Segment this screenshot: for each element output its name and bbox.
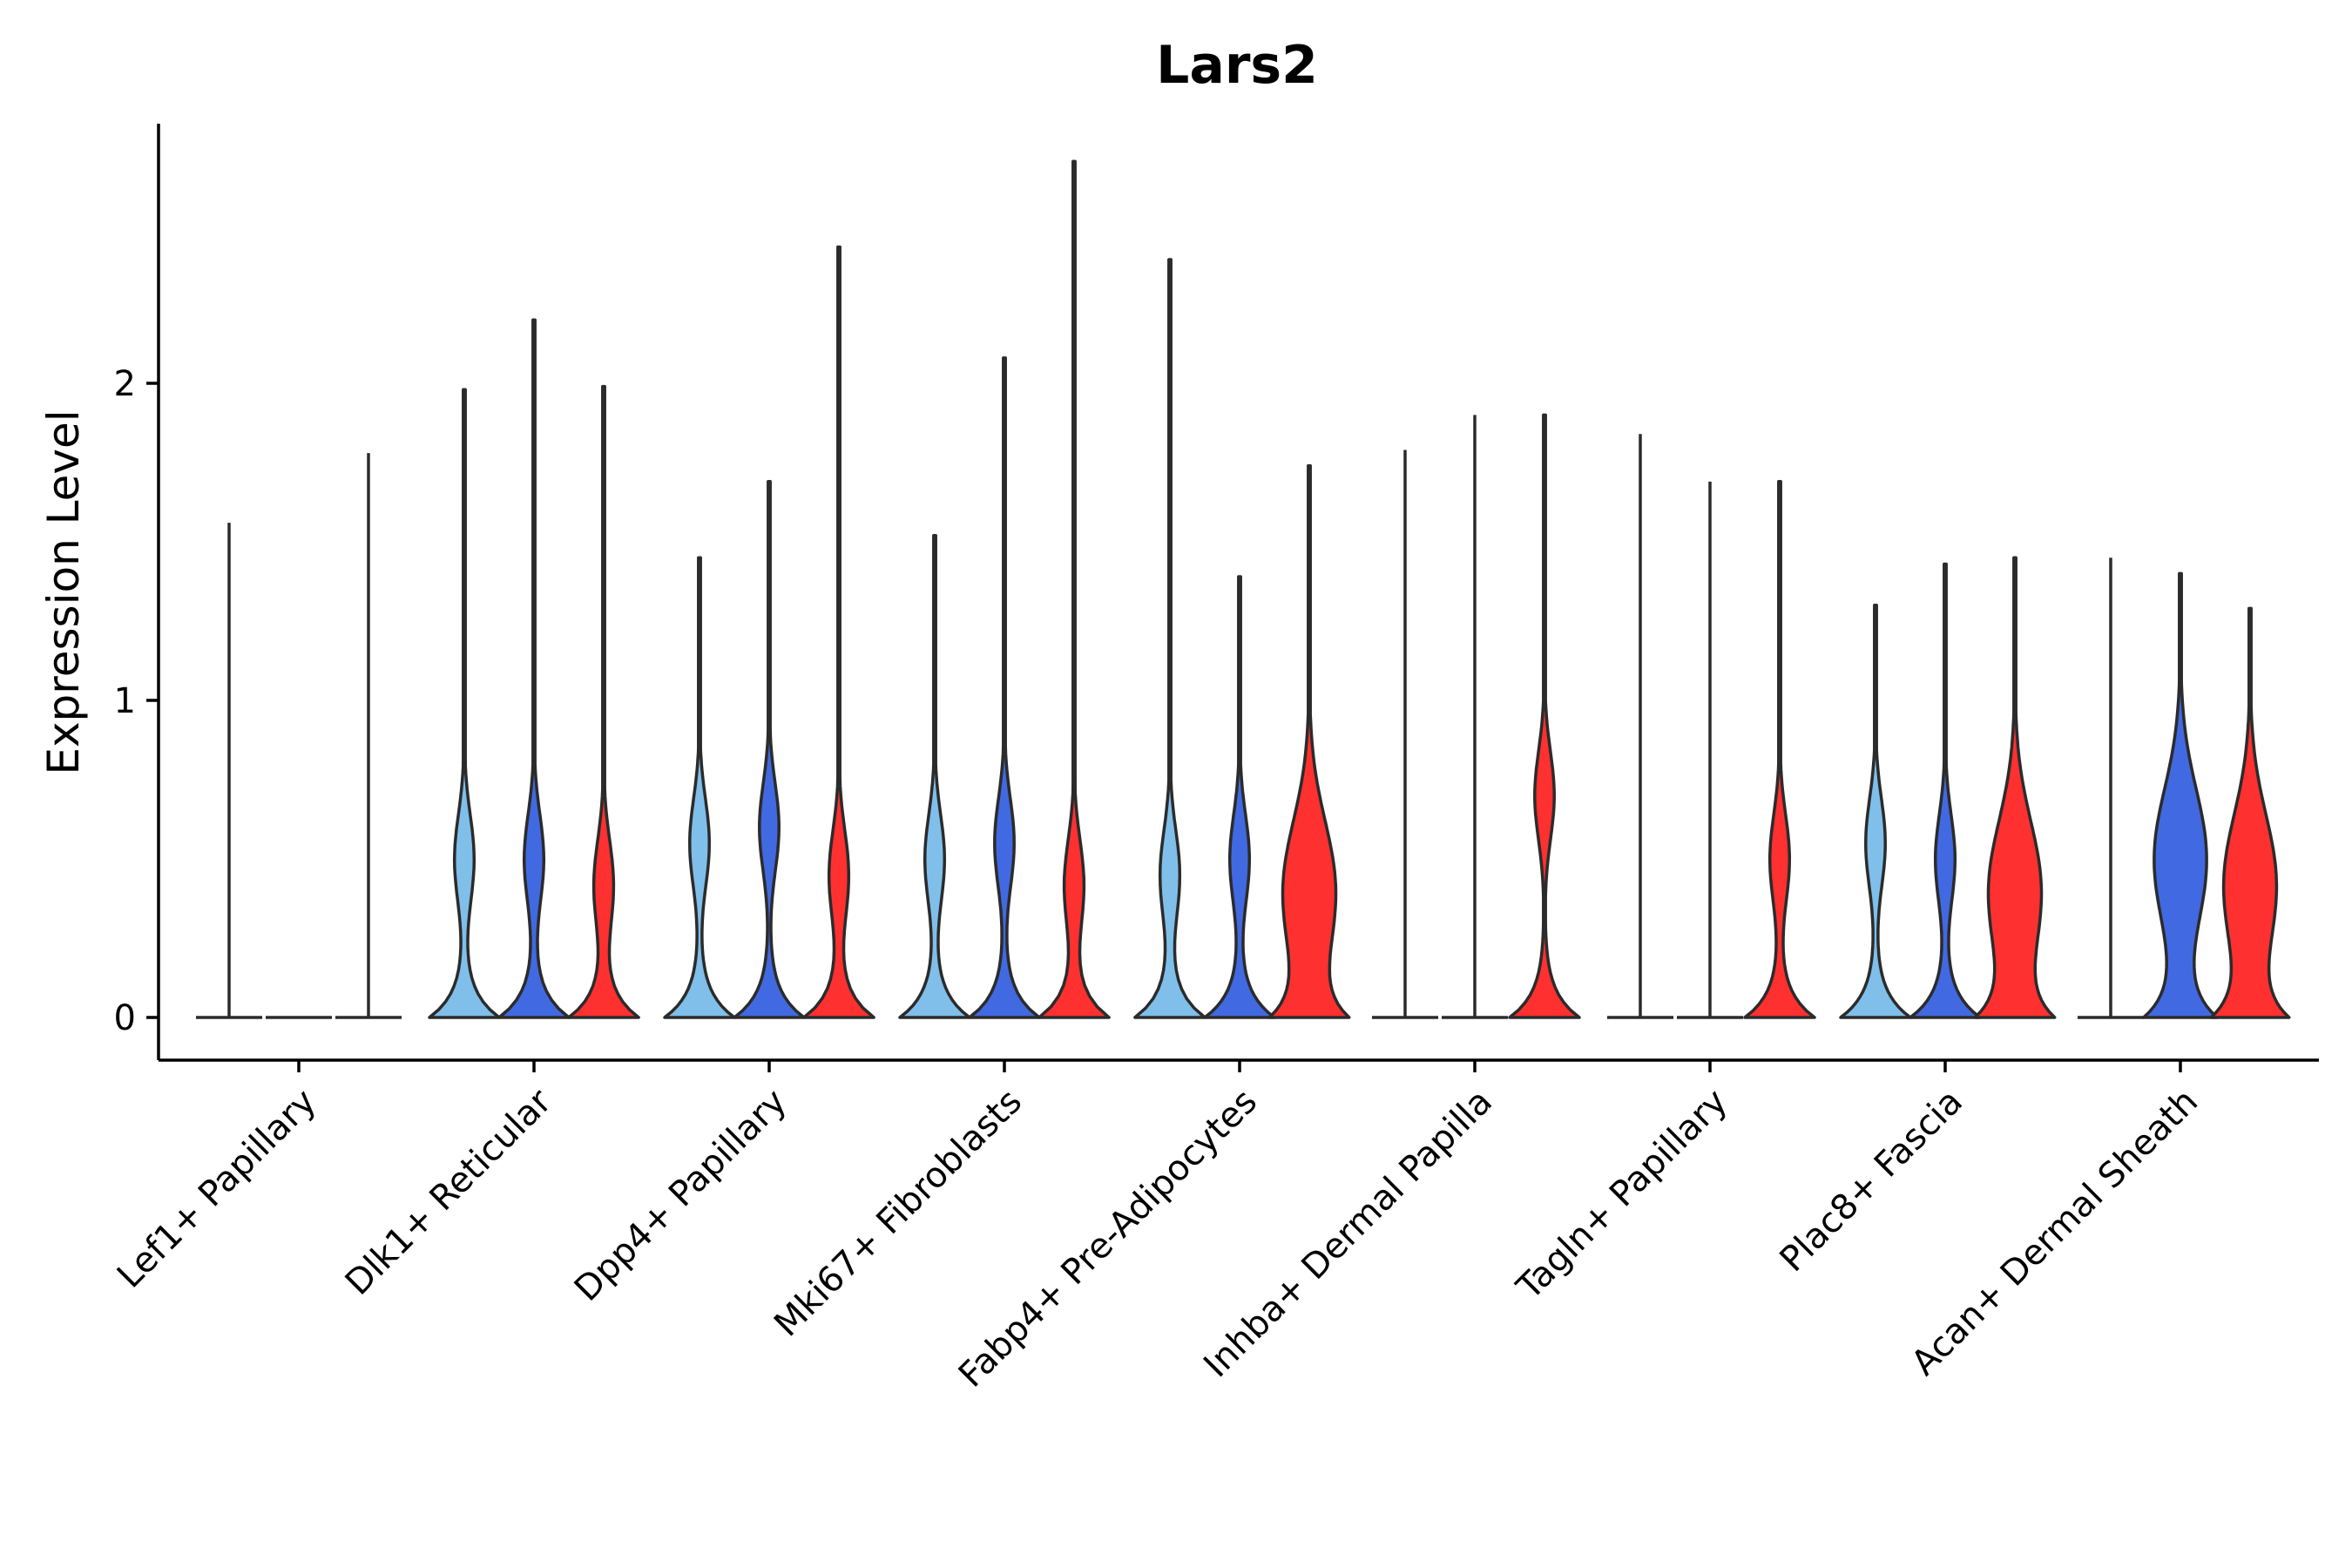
x-axis: Lef1+ Papillary Dlk1+ Reticular Dpp4+ Papi… — [110, 1058, 2319, 1396]
violin — [898, 533, 971, 1019]
violin — [1203, 575, 1276, 1019]
x-tick-label: Plac8+ Fascia — [1773, 1082, 1971, 1281]
violin — [567, 384, 640, 1019]
y-tick-label: 2 — [114, 364, 136, 404]
violin — [968, 356, 1041, 1019]
violin — [1037, 159, 1111, 1019]
violin-group — [663, 245, 875, 1019]
violin — [1973, 556, 2057, 1019]
violin-group — [1839, 556, 2057, 1019]
violin-group — [2078, 558, 2291, 1019]
violin-group — [898, 159, 1111, 1019]
violin — [1133, 258, 1206, 1019]
violin — [733, 480, 806, 1019]
violin-group — [428, 318, 640, 1019]
y-tick-label: 1 — [114, 681, 136, 721]
violin — [2141, 571, 2220, 1019]
violin — [428, 388, 501, 1019]
x-tick-label: Tagln+ Papillary — [1509, 1082, 1735, 1308]
violin — [1839, 604, 1912, 1019]
violin — [1267, 463, 1351, 1019]
violin — [1743, 480, 1816, 1019]
violin-group — [196, 453, 402, 1019]
violin — [1508, 413, 1581, 1019]
x-tick-label: Mki67+ Fibroblasts — [767, 1082, 1030, 1345]
violin — [497, 318, 571, 1019]
violin-group — [1133, 258, 1351, 1019]
violin-group — [1607, 434, 1816, 1019]
x-tick-label: Dpp4+ Papillary — [567, 1082, 794, 1309]
y-tick-label: 0 — [114, 998, 136, 1038]
plot-area — [196, 159, 2291, 1019]
y-axis: 0 1 2 — [114, 124, 160, 1060]
violin — [663, 556, 736, 1019]
violin — [2209, 606, 2291, 1019]
violin-group — [1372, 413, 1581, 1019]
violin — [1909, 562, 1982, 1019]
x-tick-label: Dlk1+ Reticular — [338, 1081, 560, 1303]
violin — [802, 245, 875, 1019]
chart-title: Lars2 — [1156, 35, 1318, 96]
x-tick-label: Lef1+ Papillary — [110, 1082, 324, 1296]
y-axis-label: Expression Level — [38, 409, 89, 774]
